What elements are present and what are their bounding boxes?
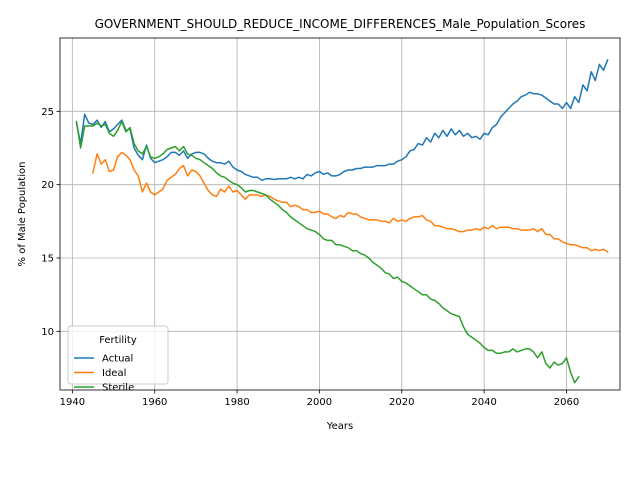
y-tick-label: 20 bbox=[41, 180, 54, 191]
x-tick-label: 2040 bbox=[471, 397, 496, 408]
x-axis-label: Years bbox=[326, 421, 353, 432]
x-tick-label: 1960 bbox=[142, 397, 167, 408]
y-tick-label: 10 bbox=[41, 327, 54, 338]
legend: Fertility Actual Ideal Sterile bbox=[67, 325, 169, 394]
legend-label-sterile: Sterile bbox=[102, 383, 134, 394]
x-axis: 1940 1960 1980 2000 2020 2040 2060 bbox=[60, 390, 579, 408]
y-axis-label: % of Male Population bbox=[17, 162, 28, 267]
series-line-actual bbox=[75, 59, 609, 182]
legend-title: Fertility bbox=[99, 335, 137, 346]
x-tick-label: 1940 bbox=[60, 397, 85, 408]
x-tick-label: 2000 bbox=[307, 397, 332, 408]
series-lines bbox=[75, 59, 609, 384]
legend-box bbox=[67, 325, 169, 385]
y-tick-label: 25 bbox=[41, 107, 54, 118]
x-tick-label: 1980 bbox=[224, 397, 249, 408]
x-tick-label: 2060 bbox=[554, 397, 579, 408]
legend-label-actual: Actual bbox=[102, 354, 133, 365]
y-tick-label: 15 bbox=[41, 254, 54, 265]
legend-label-ideal: Ideal bbox=[102, 368, 126, 379]
series-line-ideal bbox=[92, 151, 609, 254]
x-tick-label: 2020 bbox=[389, 397, 414, 408]
plot-frame bbox=[59, 37, 621, 391]
chart-title: GOVERNMENT_SHOULD_REDUCE_INCOME_DIFFEREN… bbox=[95, 17, 586, 31]
series-line-sterile bbox=[75, 120, 580, 384]
y-axis: 10 15 20 25 bbox=[41, 107, 60, 338]
legend-entries: Actual Ideal Sterile bbox=[74, 354, 134, 394]
